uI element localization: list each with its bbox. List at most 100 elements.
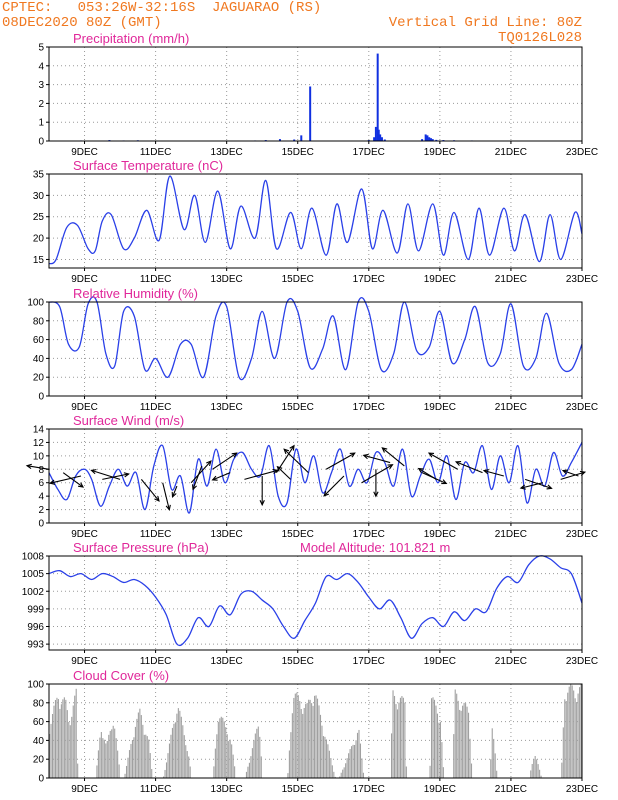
- x-tick-label: 19DEC: [424, 656, 456, 667]
- cloud-bar: [69, 725, 71, 778]
- wind-arrow-head: [206, 460, 212, 467]
- x-tick-label: 9DEC: [71, 402, 98, 413]
- cloud-bar: [562, 727, 564, 778]
- x-tick-label: 11DEC: [140, 656, 172, 667]
- cloud-bar: [343, 767, 345, 778]
- cloud-bar: [220, 716, 222, 778]
- cloud-bar: [251, 748, 253, 778]
- cloud-bar: [574, 698, 576, 778]
- wind-arrow: [428, 452, 458, 470]
- precip-bar: [293, 139, 296, 141]
- x-tick-label: 15DEC: [282, 147, 314, 158]
- cloud-bar: [231, 744, 233, 778]
- x-tick-label: 13DEC: [211, 784, 243, 795]
- x-tick-label: 21DEC: [495, 656, 527, 667]
- cloud-bar: [346, 758, 348, 778]
- cloud-bar: [439, 721, 441, 778]
- header-location: CPTEC: 053:26W-32:16S JAGUARAO (RS): [2, 0, 322, 16]
- cloud-bar: [96, 765, 98, 778]
- y-tick-label: 4: [38, 492, 44, 503]
- y-tick-label: 993: [27, 640, 44, 651]
- cloud-bar: [49, 734, 51, 778]
- x-tick-label: 17DEC: [353, 784, 385, 795]
- cloud-bar: [327, 744, 329, 778]
- wind-arrow: [91, 469, 121, 480]
- header-run-time: 08DEC2020 80Z (GMT): [2, 15, 162, 31]
- x-tick-label: 15DEC: [282, 784, 314, 795]
- cloud-bar: [533, 759, 535, 778]
- y-tick-label: 60: [33, 335, 45, 346]
- cloud-bar: [109, 730, 111, 778]
- wind-frame: [48, 428, 583, 524]
- cloud-bar: [330, 758, 332, 778]
- cloud-bar: [470, 763, 473, 778]
- x-tick-label: 15DEC: [282, 529, 314, 540]
- y-tick-label: 0: [38, 774, 44, 785]
- precip-title: Precipitation (mm/h): [73, 31, 189, 46]
- temp-frame: [48, 173, 583, 269]
- y-tick-label: 996: [27, 622, 44, 633]
- cloud-bar: [56, 697, 58, 778]
- cloud-bar: [579, 687, 581, 778]
- wind-arrow-head: [283, 448, 290, 455]
- x-tick-label: 13DEC: [211, 147, 243, 158]
- cloud-bar: [145, 734, 147, 778]
- x-tick-label: 9DEC: [71, 147, 98, 158]
- cloud-bar: [245, 771, 248, 778]
- precip-bar: [435, 139, 438, 141]
- y-tick-label: 80: [33, 698, 45, 709]
- temp-panel: 15 20 25 30 35 9DEC 11DEC 13DEC 15DEC 17DEC 19DEC 2…: [33, 158, 598, 285]
- x-tick-label: 11DEC: [140, 147, 172, 158]
- cloud-bar: [462, 705, 464, 778]
- cloud-bar: [493, 738, 495, 778]
- cloud-bar: [102, 738, 104, 778]
- y-tick-label: 6: [38, 478, 44, 489]
- cloud-bar: [50, 723, 52, 778]
- x-tick-label: 21DEC: [495, 402, 527, 413]
- cloud-bar: [392, 690, 394, 778]
- cloud-bar: [54, 699, 57, 778]
- cloud-bar: [257, 726, 259, 778]
- pressure-panel: 993 996 999 1002 1005 1008 9DEC 11DEC 13DEC 15DEC…: [22, 540, 598, 667]
- cloud-bar: [260, 756, 262, 778]
- wind-arrow: [162, 482, 170, 510]
- y-tick-label: 0: [38, 392, 44, 403]
- pressure-series-line: [48, 555, 583, 647]
- cloud-bar: [331, 765, 333, 778]
- cloud-bar: [453, 734, 455, 778]
- y-tick-label: 100: [27, 298, 44, 309]
- cloud-bar: [308, 699, 310, 778]
- temp-series-line: [48, 175, 583, 265]
- x-tick-label: 19DEC: [424, 147, 456, 158]
- cloud-bar: [570, 684, 572, 778]
- precip-bar: [278, 139, 281, 141]
- y-tick-label: 14: [33, 425, 45, 436]
- cloud-bar: [247, 766, 249, 778]
- wind-arrow: [455, 461, 483, 474]
- x-tick-label: 9DEC: [71, 529, 98, 540]
- wind-arrow-head: [387, 464, 394, 470]
- cloud-bar: [59, 708, 61, 778]
- cloud-bar: [213, 766, 215, 778]
- wind-arrow: [26, 465, 50, 470]
- cloud-bar: [312, 705, 314, 778]
- cloud-bar: [531, 763, 533, 778]
- cloud-bar: [142, 724, 144, 778]
- rh-frame: [48, 301, 583, 397]
- cloud-bar: [465, 703, 467, 778]
- wind-arrow: [140, 479, 160, 502]
- cloud-bar: [315, 695, 317, 778]
- wind-arrow: [381, 447, 405, 467]
- y-tick-label: 15: [33, 255, 45, 266]
- x-tick-label: 17DEC: [353, 274, 385, 285]
- cloud-bar: [71, 716, 73, 778]
- cloud-bar: [306, 702, 308, 778]
- cloud-bar: [494, 753, 496, 778]
- wind-arrow: [483, 470, 504, 477]
- cloud-bar: [318, 705, 320, 778]
- cloud-bar: [430, 698, 433, 778]
- cloud-bar: [188, 756, 190, 778]
- cloud-bar: [442, 767, 444, 778]
- cloud-bar: [567, 692, 569, 778]
